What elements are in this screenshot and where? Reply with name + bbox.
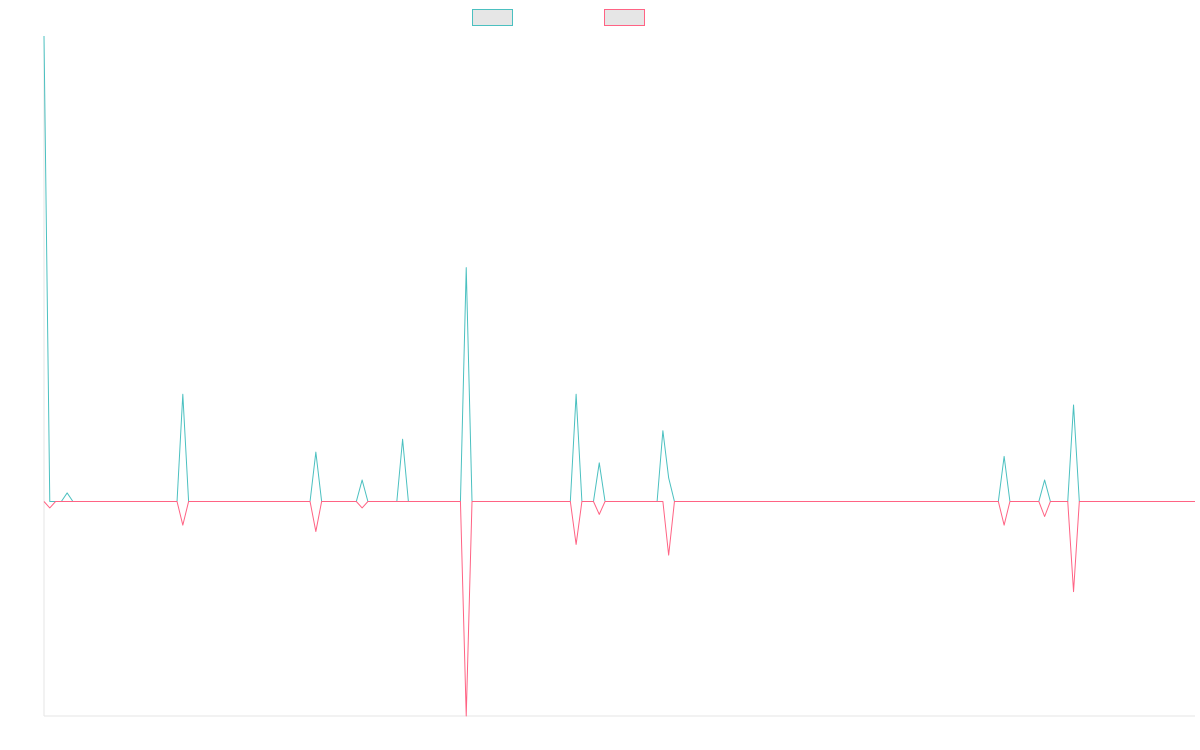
- legend-swatch-2[interactable]: [604, 9, 645, 26]
- series-line-2: [43, 500, 1195, 717]
- series-line-1: [43, 35, 1195, 502]
- series-layer: [43, 35, 1195, 717]
- legend[interactable]: [472, 9, 645, 26]
- legend-swatch-1[interactable]: [472, 9, 513, 26]
- axes: [43, 36, 1195, 717]
